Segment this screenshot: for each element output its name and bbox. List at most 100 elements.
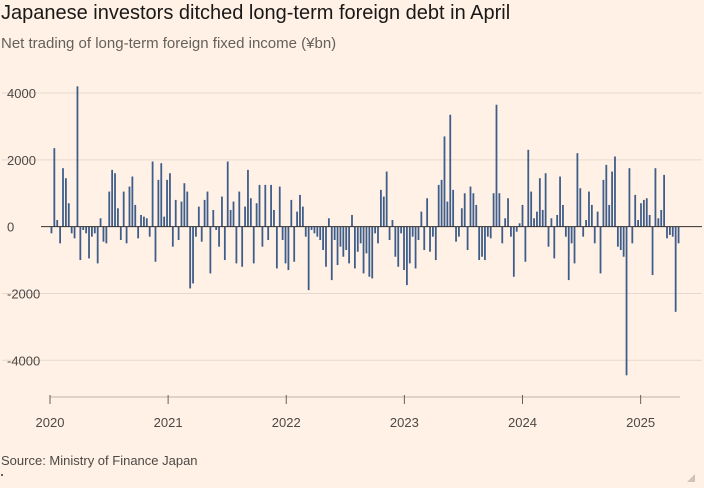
bar bbox=[223, 226, 226, 261]
bar bbox=[628, 168, 631, 227]
bar bbox=[657, 218, 660, 227]
bar bbox=[215, 226, 218, 230]
bar bbox=[319, 226, 322, 241]
bar bbox=[67, 203, 70, 227]
bar bbox=[241, 226, 244, 267]
bar bbox=[666, 226, 668, 239]
bar bbox=[455, 226, 457, 242]
bar bbox=[264, 184, 267, 227]
bar bbox=[582, 226, 585, 237]
bar bbox=[400, 226, 403, 234]
x-tick-label: 2022 bbox=[272, 415, 301, 430]
bar bbox=[330, 226, 333, 281]
bar bbox=[50, 226, 53, 234]
bar bbox=[128, 186, 131, 227]
bar bbox=[507, 198, 509, 227]
bar bbox=[423, 226, 426, 251]
bar bbox=[385, 171, 388, 227]
bar bbox=[221, 196, 223, 227]
gridlines bbox=[2, 92, 702, 361]
bar bbox=[567, 226, 570, 281]
bar bbox=[353, 226, 356, 269]
bar bbox=[270, 184, 272, 227]
bar bbox=[180, 201, 183, 227]
bar bbox=[533, 218, 535, 227]
bar bbox=[481, 226, 483, 257]
resize-handle-icon[interactable] bbox=[687, 474, 695, 482]
bar bbox=[296, 211, 298, 227]
bar bbox=[521, 204, 524, 227]
bar bbox=[200, 226, 203, 242]
bar bbox=[365, 226, 368, 254]
bar bbox=[573, 226, 576, 264]
bar bbox=[342, 226, 345, 257]
bar bbox=[145, 218, 148, 227]
bar bbox=[134, 204, 137, 227]
y-axis-labels: 4000 2000 0 -2000 -4000 bbox=[7, 86, 40, 368]
bar bbox=[275, 226, 278, 269]
bar bbox=[160, 163, 163, 227]
bar bbox=[562, 204, 564, 227]
bar bbox=[53, 148, 56, 227]
bar bbox=[414, 226, 417, 269]
bar bbox=[114, 173, 116, 227]
bar bbox=[102, 226, 105, 242]
bar bbox=[79, 226, 82, 261]
bar bbox=[59, 226, 62, 244]
bar bbox=[105, 226, 108, 244]
bar bbox=[273, 209, 275, 227]
bar bbox=[333, 226, 336, 241]
bar bbox=[663, 174, 665, 227]
bar bbox=[151, 161, 154, 227]
bar bbox=[371, 226, 374, 279]
bar bbox=[486, 226, 489, 237]
bar bbox=[437, 184, 440, 227]
bar bbox=[261, 226, 264, 247]
bar bbox=[541, 209, 544, 227]
bar bbox=[192, 226, 194, 284]
bar bbox=[611, 171, 613, 227]
bar bbox=[359, 226, 362, 244]
bar bbox=[148, 226, 151, 237]
bar bbox=[668, 226, 671, 235]
bar bbox=[166, 179, 168, 227]
bar bbox=[408, 226, 411, 264]
bar bbox=[163, 216, 166, 227]
bar bbox=[255, 203, 258, 227]
bar bbox=[570, 226, 573, 244]
bar bbox=[544, 173, 547, 227]
bar bbox=[645, 198, 648, 227]
bar bbox=[131, 176, 134, 227]
bar bbox=[281, 226, 284, 241]
bar bbox=[660, 209, 663, 227]
footnote-mark bbox=[1, 474, 3, 476]
bar bbox=[443, 136, 446, 227]
bar bbox=[642, 199, 645, 227]
y-tick-label: -4000 bbox=[7, 353, 40, 368]
bar bbox=[446, 201, 449, 227]
bar bbox=[301, 206, 304, 227]
bar bbox=[108, 191, 111, 227]
bar bbox=[171, 226, 174, 247]
bar bbox=[91, 226, 93, 237]
bar bbox=[325, 226, 327, 267]
bar bbox=[590, 204, 593, 227]
bar bbox=[143, 216, 145, 227]
bar bbox=[56, 219, 59, 227]
bar bbox=[327, 218, 330, 227]
y-tick-label: -2000 bbox=[7, 286, 40, 301]
bar bbox=[278, 186, 281, 227]
bar bbox=[226, 161, 229, 227]
x-tick-label: 2024 bbox=[508, 415, 537, 430]
bar bbox=[377, 226, 379, 244]
bar bbox=[348, 226, 350, 264]
bar bbox=[614, 156, 616, 227]
source-note: Source: Ministry of Finance Japan bbox=[1, 453, 198, 468]
bar bbox=[88, 226, 90, 259]
bar bbox=[380, 189, 382, 227]
bar bbox=[616, 226, 619, 247]
bar bbox=[472, 193, 475, 227]
bar bbox=[538, 178, 541, 227]
bar bbox=[654, 168, 657, 227]
bar bbox=[504, 218, 507, 227]
